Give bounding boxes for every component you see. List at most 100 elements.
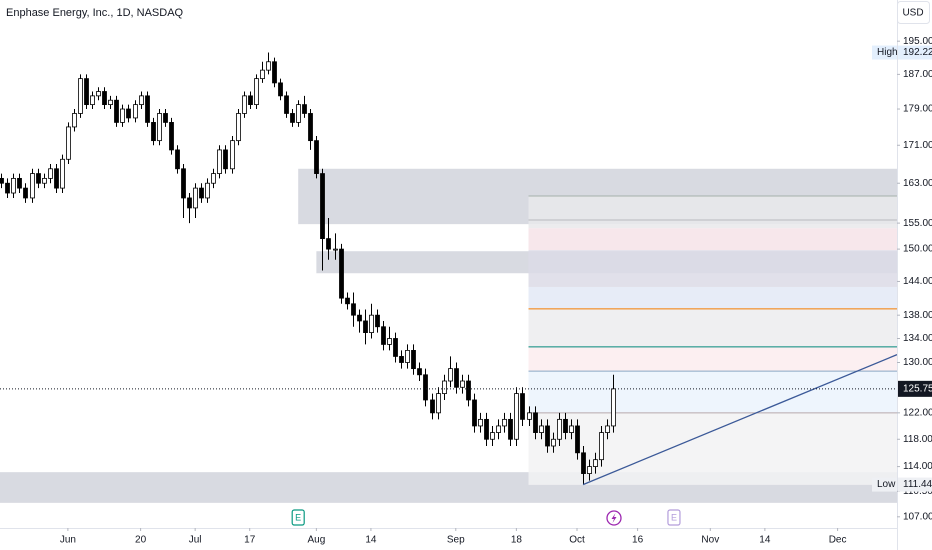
candle-body [605, 425, 610, 433]
candle-body [593, 459, 598, 467]
y-tick-label: 179.00 [903, 104, 932, 115]
candle-body [205, 182, 210, 199]
candle-body [527, 412, 532, 420]
currency-box[interactable] [897, 1, 930, 24]
y-tick-label: 171.00 [903, 140, 932, 151]
candle-body [96, 91, 101, 97]
x-tick-label: Aug [307, 535, 325, 546]
candle-body [599, 432, 604, 461]
y-tick-label: 122.00 [903, 407, 932, 418]
x-tick-label: 14 [759, 535, 771, 546]
event-marker[interactable]: E [667, 509, 681, 526]
candle-body [0, 177, 4, 184]
candle-body [357, 314, 362, 322]
candle-body [326, 238, 331, 250]
candle-body [290, 113, 295, 123]
zone [528, 228, 897, 251]
candle-body [102, 91, 107, 106]
candle-body [575, 425, 580, 454]
x-tick-label: Nov [701, 535, 719, 546]
candle-body [472, 399, 477, 427]
plot-area [0, 52, 897, 503]
y-tick-label: 155.00 [903, 218, 932, 229]
trend-line [582, 354, 897, 486]
candle-body [563, 418, 568, 433]
zone [528, 250, 897, 287]
x-tick-label: 18 [511, 535, 523, 546]
candle-body [11, 177, 16, 194]
event-label[interactable]: E [295, 512, 301, 522]
candle-body [211, 173, 216, 184]
high-marker-value-box [898, 45, 932, 60]
event-marker[interactable]: E [291, 509, 305, 526]
candle-body [236, 113, 241, 142]
y-tick-label: 150.00 [903, 244, 932, 255]
candle-body [363, 320, 368, 333]
candle-body [442, 380, 447, 394]
candle-body [460, 380, 465, 388]
candle-body [399, 356, 404, 363]
high-marker-label: High [877, 47, 898, 58]
candle-body [72, 113, 77, 128]
currency[interactable]: USD [902, 8, 923, 19]
candle-body [302, 104, 307, 114]
candle-body [60, 158, 65, 189]
candle-body [90, 95, 95, 106]
candle-body [66, 126, 71, 160]
candle-body [193, 187, 198, 209]
x-tick-label: 17 [244, 535, 256, 546]
candle-body [436, 393, 441, 414]
candle-body [375, 314, 380, 328]
candle-body [345, 297, 350, 305]
candle-body [514, 393, 519, 440]
candle-body [430, 399, 435, 414]
flash-event[interactable] [606, 510, 622, 526]
candle-body [84, 78, 89, 106]
candle-body [42, 177, 47, 184]
candle-body [126, 108, 131, 119]
x-tick-label: Sep [447, 535, 465, 546]
axes: 195.00 187.00 179.00 171.00 163.00 155.00 150.… [60, 36, 932, 546]
flash-event-icon[interactable] [611, 513, 617, 523]
candle-body [114, 99, 119, 123]
event-box[interactable] [291, 509, 305, 526]
candle-body [466, 380, 471, 401]
candle-body [266, 61, 271, 71]
y-tick-label: 163.00 [903, 178, 932, 189]
candle-body [320, 173, 325, 240]
candle-body [272, 61, 277, 84]
candle-body [545, 425, 550, 447]
candle-body [151, 122, 156, 142]
zone [528, 346, 897, 372]
event-label[interactable]: E [671, 512, 677, 522]
zone [528, 371, 897, 413]
candle-body [417, 368, 422, 376]
candle-body [611, 388, 616, 427]
candle-body [557, 418, 562, 440]
x-tick-label: Jun [60, 535, 76, 546]
x-tick-label: Oct [569, 535, 585, 546]
low-marker-label: Low [877, 479, 896, 490]
candle-body [23, 187, 28, 199]
event-box[interactable] [667, 509, 681, 526]
x-tick-label: 16 [632, 535, 644, 546]
low-marker-value-box [898, 477, 932, 492]
chart-title: Enphase Energy, Inc., 1D, NASDAQ [6, 7, 184, 19]
candle-body [496, 425, 501, 433]
candle-body [175, 149, 180, 170]
candle-body [569, 425, 574, 433]
candle-body [284, 95, 289, 114]
candle-body [199, 187, 204, 199]
candle-body [478, 418, 483, 427]
candle-body [5, 182, 10, 194]
candle-body [393, 338, 398, 357]
candle-body [145, 95, 150, 123]
candle-body [278, 82, 283, 97]
candle-body [339, 248, 344, 299]
candle-body [163, 113, 168, 123]
x-tick-label: Jul [189, 535, 202, 546]
y-tick-label: 144.00 [903, 276, 932, 287]
y-tick-label: 114.00 [903, 461, 932, 472]
candle-body [381, 326, 386, 345]
